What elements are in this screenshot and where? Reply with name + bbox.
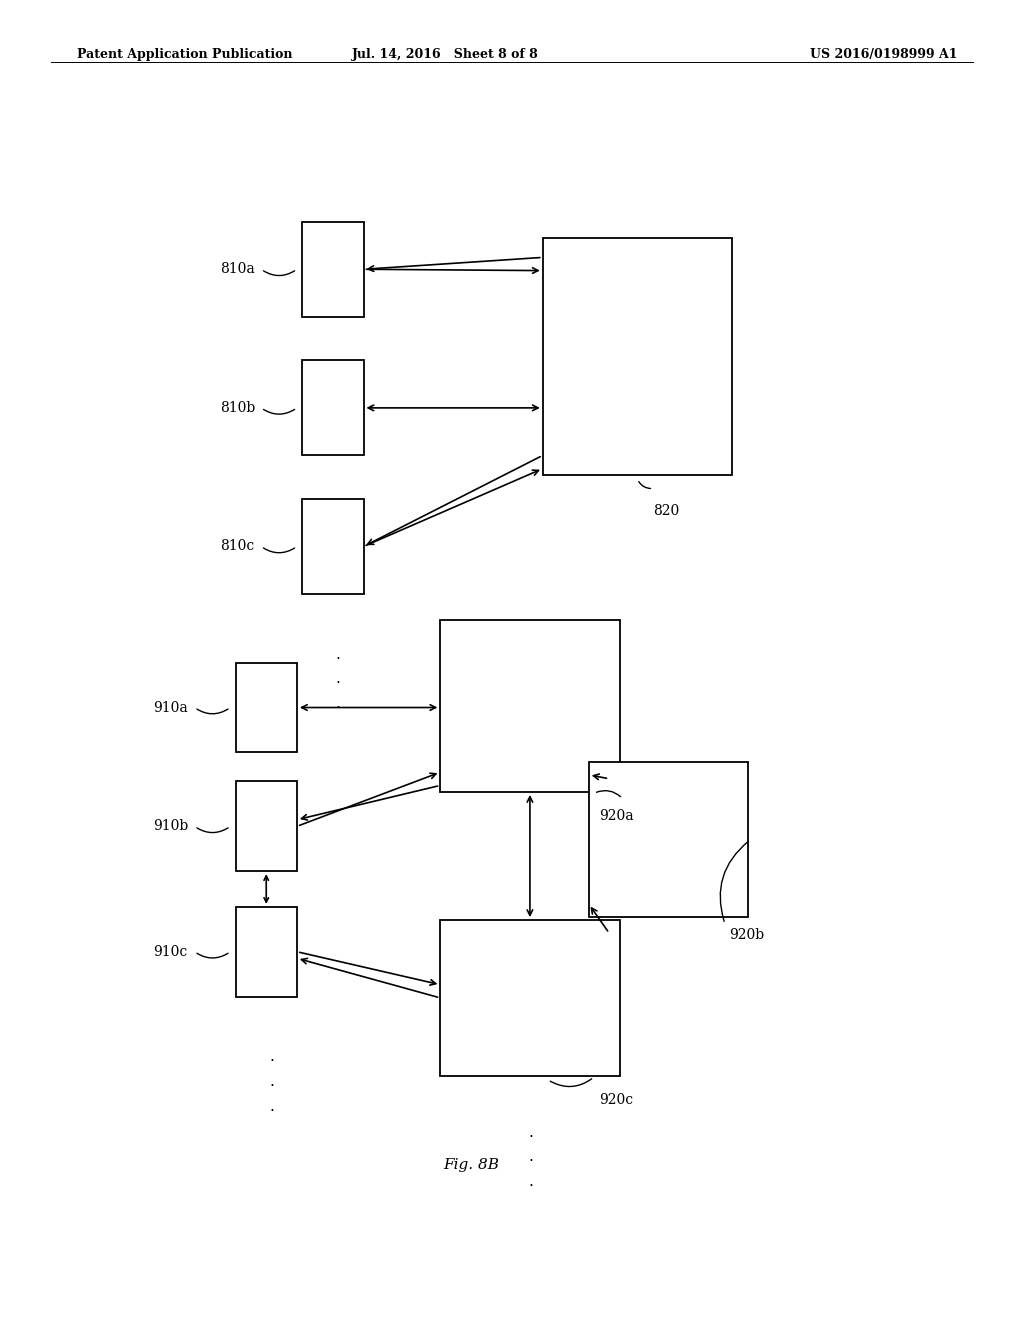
Bar [302,222,364,317]
Text: 810a: 810a [220,263,255,276]
Text: 820: 820 [653,504,680,519]
Text: Patent Application Publication: Patent Application Publication [77,48,292,61]
Bar [236,781,297,871]
Text: 920c: 920c [599,1093,633,1107]
Bar [589,762,748,917]
Bar [440,920,620,1076]
Text: Fig. 8B: Fig. 8B [443,1158,499,1172]
Bar [302,499,364,594]
Bar [236,663,297,752]
Text: 920a: 920a [599,809,634,824]
Bar [302,360,364,455]
Bar [543,238,732,475]
Bar [236,907,297,997]
Text: US 2016/0198999 A1: US 2016/0198999 A1 [810,48,957,61]
Text: .
.
.: . . . [269,1049,273,1114]
Text: Fig. 8A: Fig. 8A [443,660,499,675]
Text: .
.
.: . . . [336,647,340,711]
Text: 810b: 810b [220,401,255,414]
Text: 910c: 910c [154,945,187,958]
Bar [440,620,620,792]
Text: 810c: 810c [220,540,254,553]
Text: 920b: 920b [729,928,764,941]
Text: .
.
.: . . . [528,1125,532,1189]
Text: Jul. 14, 2016   Sheet 8 of 8: Jul. 14, 2016 Sheet 8 of 8 [352,48,539,61]
Text: 910a: 910a [154,701,188,714]
Text: 910b: 910b [154,820,188,833]
